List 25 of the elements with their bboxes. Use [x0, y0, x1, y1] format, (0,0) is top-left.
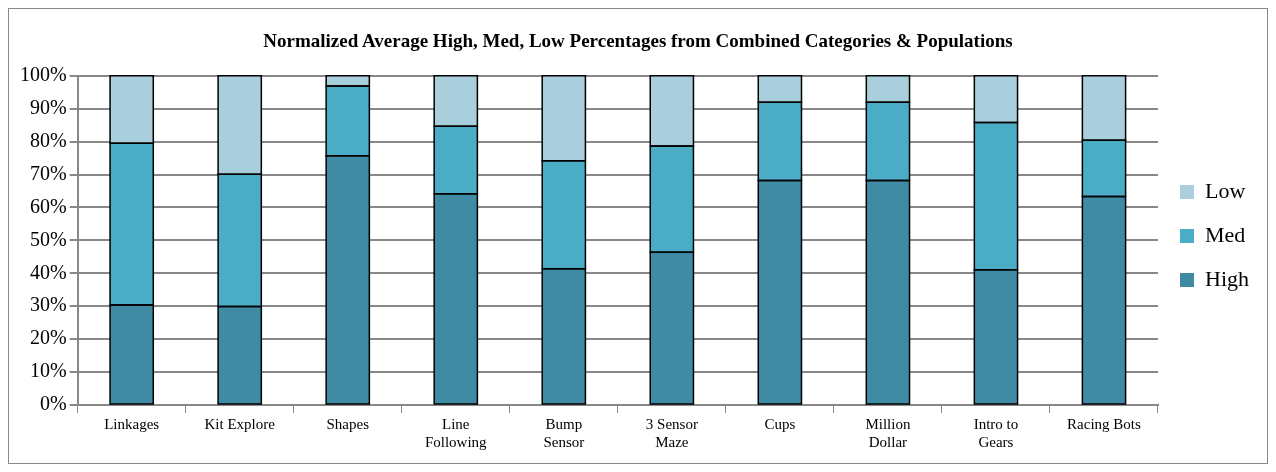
x-tick-label: Shapes: [326, 415, 370, 432]
y-tick-label: 50%: [29, 227, 67, 250]
x-tick-label: Kit Explore: [204, 415, 276, 432]
x-tick-label: Linkages: [104, 415, 160, 432]
y-tick-label: 90%: [29, 95, 67, 118]
x-tick-label: Million Dollar: [865, 415, 911, 450]
y-tick-label: 60%: [29, 194, 67, 217]
y-tick-label: 0%: [39, 392, 67, 415]
y-tick-label: 20%: [29, 326, 67, 349]
legend-label: Med: [1205, 221, 1246, 247]
x-tick-label: Racing Bots: [1067, 415, 1142, 432]
y-tick-label: 70%: [29, 161, 67, 184]
y-tick-label: 10%: [29, 359, 67, 382]
x-tick-label: Bump Sensor: [543, 415, 585, 450]
x-tick-label: Intro to Gears: [973, 415, 1019, 450]
y-tick-label: 30%: [29, 293, 67, 316]
y-tick-label: 40%: [29, 260, 67, 283]
legend-label: High: [1205, 265, 1249, 291]
x-tick-label: Line Following: [424, 415, 488, 450]
chart-title: Normalized Average High, Med, Low Percentages from Combined Categories & Populations: [263, 30, 1013, 52]
y-tick-label: 80%: [29, 128, 67, 151]
legend-label: Low: [1205, 177, 1246, 203]
y-tick-label: 100%: [19, 63, 67, 86]
x-tick-label: Cups: [764, 415, 796, 432]
x-tick-label: 3 Sensor Maze: [645, 415, 698, 450]
